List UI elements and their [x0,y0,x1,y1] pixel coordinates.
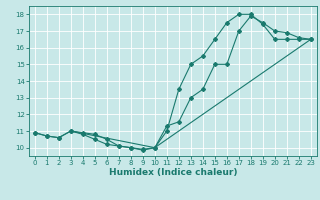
X-axis label: Humidex (Indice chaleur): Humidex (Indice chaleur) [108,168,237,177]
